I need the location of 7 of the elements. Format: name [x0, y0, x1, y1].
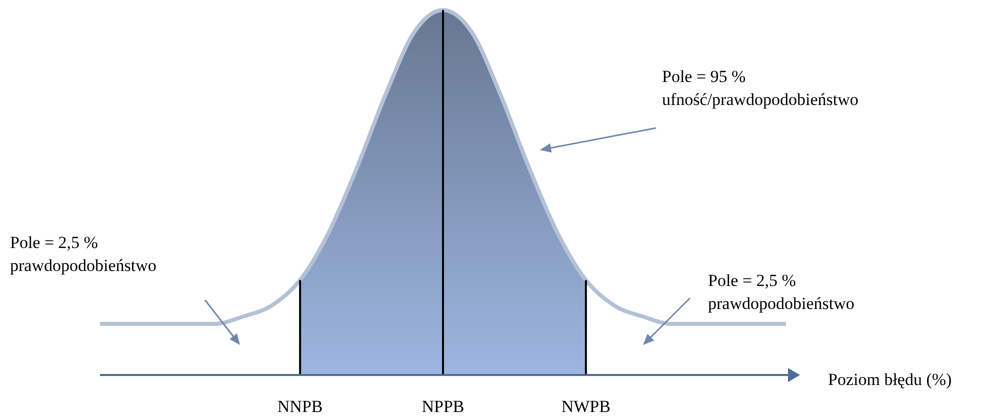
x-tick-label: NPPB	[422, 397, 464, 416]
x-tick-label: NWPB	[561, 397, 610, 416]
x-tick-label: NNPB	[277, 397, 323, 416]
x-axis-title: Poziom błędu (%)	[828, 370, 952, 389]
annotation: Pole = 95 % ufność/prawdopodobieństwo	[662, 67, 858, 109]
annotation: Pole = 2,5 % prawdopodobieństwo	[708, 271, 854, 313]
annotation: Pole = 2,5 % prawdopodobieństwo	[10, 233, 156, 275]
